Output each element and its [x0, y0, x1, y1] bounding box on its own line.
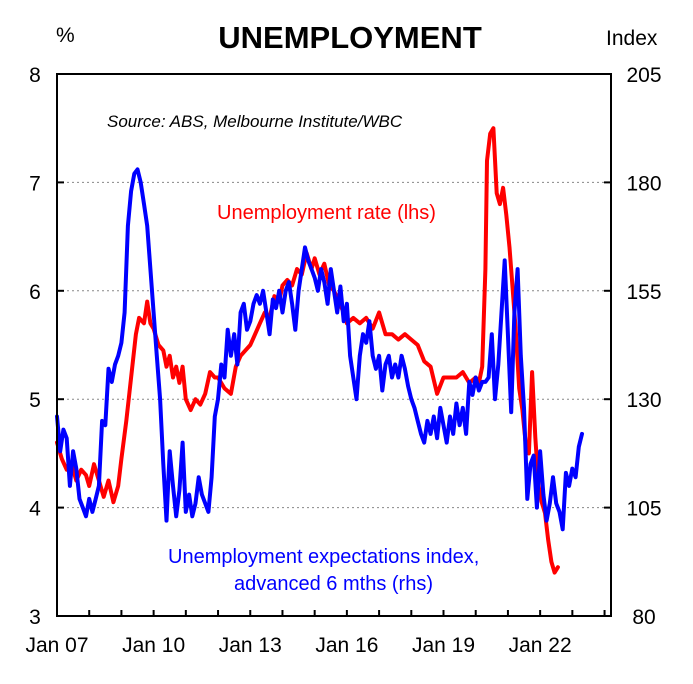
left-axis-unit: %	[56, 24, 75, 47]
index-series-label-line1: Unemployment expectations index,	[168, 546, 479, 568]
right-tick-label: 130	[626, 389, 661, 412]
right-tick-label: 180	[626, 172, 661, 195]
x-tick-label: Jan 10	[122, 634, 185, 657]
left-tick-label: 4	[29, 498, 41, 521]
left-tick-label: 8	[29, 64, 41, 87]
expectations-index-line	[55, 167, 584, 532]
x-tick-label: Jan 19	[412, 634, 475, 657]
x-tick-label: Jan 07	[25, 634, 88, 657]
left-tick-label: 6	[29, 281, 41, 304]
series-lines	[55, 126, 584, 575]
left-tick-label: 5	[29, 389, 41, 412]
right-tick-label: 155	[626, 281, 661, 304]
gridlines	[57, 181, 611, 509]
right-tick-label: 205	[626, 64, 661, 87]
source-note: Source: ABS, Melbourne Institute/WBC	[107, 112, 403, 131]
chart-title: UNEMPLOYMENT	[218, 20, 482, 55]
left-tick-label: 3	[29, 606, 41, 629]
plot-frame	[56, 73, 612, 617]
x-tick-label: Jan 22	[509, 634, 572, 657]
left-tick-label: 7	[29, 172, 41, 195]
right-tick-label: 105	[626, 498, 661, 521]
rate-series-label: Unemployment rate (lhs)	[217, 202, 436, 224]
index-series-label-line2: advanced 6 mths (rhs)	[234, 573, 433, 595]
x-tick-label: Jan 13	[219, 634, 282, 657]
x-tick-label: Jan 16	[315, 634, 378, 657]
right-axis: 80 105 130 155 180 205	[604, 64, 662, 629]
right-axis-unit: Index	[606, 27, 658, 50]
x-axis: Jan 07 Jan 10 Jan 13 Jan 16 Jan 19 Jan 22	[25, 610, 606, 657]
left-axis: 3 4 5 6 7 8	[29, 64, 64, 629]
right-tick-label: 80	[632, 606, 655, 629]
